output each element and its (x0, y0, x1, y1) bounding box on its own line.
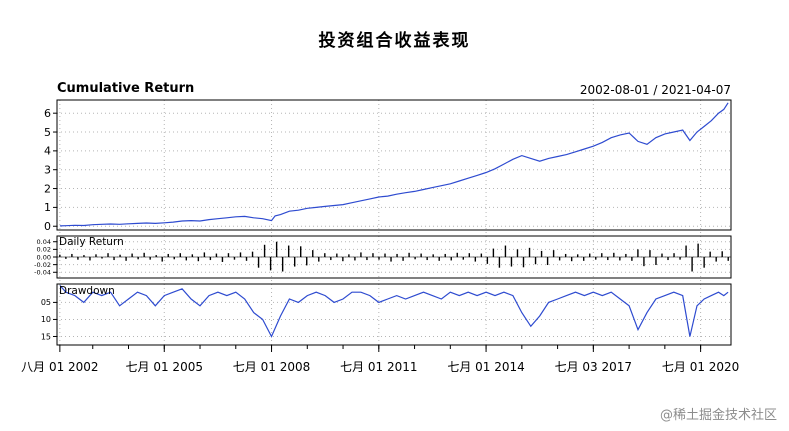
daily-return-label: Daily Return (59, 236, 124, 248)
svg-text:-0.02: -0.02 (34, 261, 51, 269)
svg-text:3: 3 (44, 164, 51, 177)
svg-text:0.00: 0.00 (37, 253, 51, 261)
svg-text:七月 01 2005: 七月 01 2005 (126, 360, 203, 374)
svg-text:1: 1 (44, 201, 51, 214)
date-range-label: 2002-08-01 / 2021-04-07 (579, 83, 731, 97)
svg-text:-0.04: -0.04 (34, 269, 51, 277)
svg-text:七月 01 2020: 七月 01 2020 (662, 360, 739, 374)
svg-text:2: 2 (44, 182, 51, 195)
svg-text:5: 5 (44, 126, 51, 139)
svg-text:0: 0 (44, 220, 51, 233)
svg-text:0.04: 0.04 (37, 238, 51, 246)
drawdown-label: Drawdown (59, 285, 115, 297)
svg-text:15: 15 (41, 332, 51, 341)
svg-text:4: 4 (44, 145, 51, 158)
svg-text:6: 6 (44, 107, 51, 120)
svg-text:七月 01 2008: 七月 01 2008 (233, 360, 310, 374)
svg-text:05: 05 (41, 298, 51, 307)
svg-text:七月 03 2017: 七月 03 2017 (555, 360, 632, 374)
cumulative-return-label: Cumulative Return (57, 81, 195, 96)
svg-text:10: 10 (41, 315, 51, 324)
page-title: 投资组合收益表现 (318, 31, 471, 51)
svg-text:七月 01 2014: 七月 01 2014 (447, 360, 524, 374)
watermark-text: @稀土掘金技术社区 (659, 408, 777, 423)
svg-text:七月 01 2011: 七月 01 2011 (340, 360, 417, 374)
svg-text:八月 01 2002: 八月 01 2002 (21, 360, 98, 374)
svg-text:0.02: 0.02 (37, 246, 51, 254)
